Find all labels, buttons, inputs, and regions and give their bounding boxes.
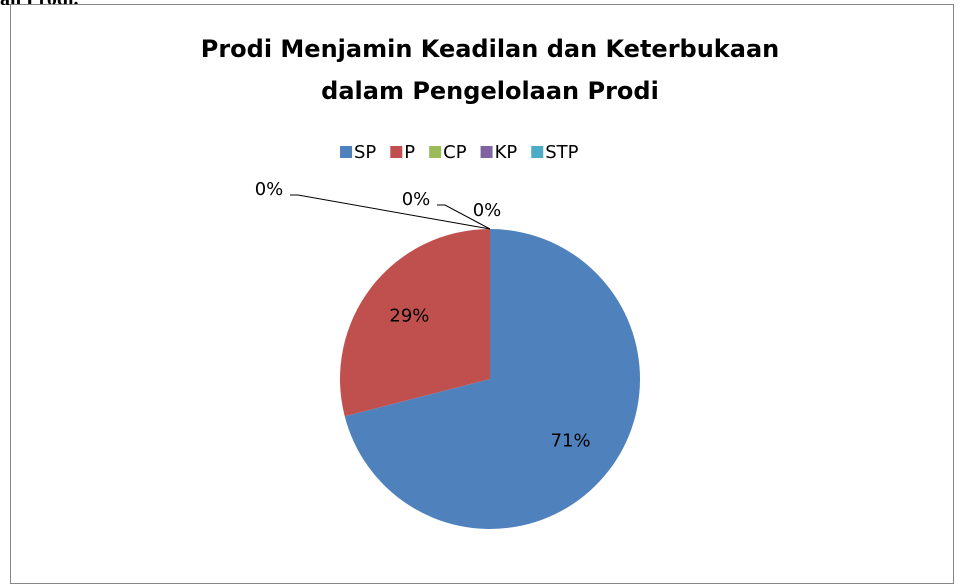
- legend-label: SP: [354, 142, 376, 163]
- data-label: 0%: [473, 200, 502, 221]
- legend-label: STP: [545, 142, 578, 163]
- data-label: 71%: [551, 431, 591, 452]
- chart-title: Prodi Menjamin Keadilan dan Keterbukaan …: [200, 35, 780, 105]
- legend-label: P: [404, 142, 415, 163]
- legend-swatch: [390, 146, 403, 158]
- legend-swatch: [340, 146, 352, 158]
- leader-line: [290, 194, 491, 230]
- legend-swatch: [429, 146, 442, 158]
- pie-slice: [340, 229, 490, 417]
- legend-swatch: [480, 146, 493, 158]
- data-label: 0%: [255, 179, 284, 200]
- legend-label: CP: [443, 142, 467, 163]
- page-text: an Prodi.: [0, 0, 79, 11]
- pie-slice: [344, 229, 640, 529]
- legend-swatch: [531, 146, 544, 158]
- data-label: 0%: [402, 189, 431, 210]
- leader-line: [437, 204, 491, 230]
- data-label: 29%: [389, 305, 429, 326]
- legend-label: KP: [495, 142, 518, 163]
